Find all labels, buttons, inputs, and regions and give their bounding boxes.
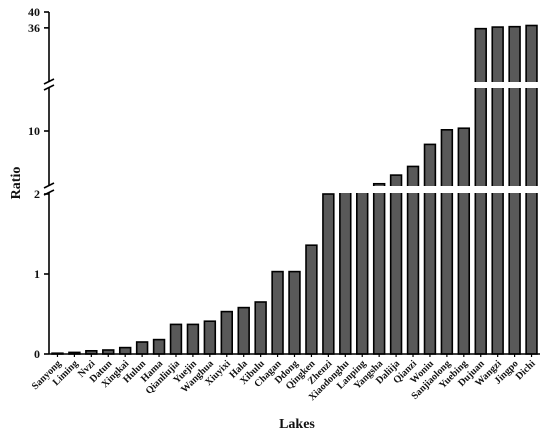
y-tick-label: 1 (34, 267, 40, 281)
bar-xibulu (254, 301, 267, 355)
y-axis-title: Ratio (9, 167, 24, 200)
bar-woniu (423, 143, 437, 355)
bar-zhenzi (322, 193, 335, 355)
bar-qingken (305, 244, 318, 355)
bar-wanghua (203, 320, 217, 355)
y-tick-label: 2 (34, 187, 40, 201)
axis-break-mark (43, 78, 55, 85)
bar-xiaodonghu (339, 190, 352, 355)
x-tick-label: Dichi (514, 358, 538, 382)
bar-hala (237, 306, 250, 355)
bar-lanping (356, 188, 369, 355)
bar-yuebing (457, 127, 471, 355)
y-tick-label: 10 (28, 124, 40, 138)
y-ticks-group: 0 1 2 10 36 40 (28, 5, 49, 361)
axis-break-mark (43, 182, 55, 189)
axis-break-gap (0, 186, 550, 193)
bar-yuejin (186, 323, 200, 355)
bar-qianzi (406, 165, 420, 355)
bar-chagan (271, 270, 284, 355)
bar-xingkai (118, 346, 132, 355)
bar-daliija (389, 174, 403, 355)
y-tick-label: 36 (28, 21, 40, 35)
x-axis-title: Lakes (279, 417, 315, 432)
y-tick-label: 0 (34, 347, 40, 361)
axis-break-mark (43, 84, 55, 91)
bar-hulun (135, 341, 149, 355)
x-ticks-group: SanyongLimingNvziDatunXingkaiHulunHamaQi… (30, 354, 538, 403)
bar-sanjiaolong (440, 129, 454, 355)
bar-yangsha (372, 182, 386, 355)
axis-break-gap (0, 82, 550, 88)
bar-hama (152, 338, 166, 355)
bar-ddong (288, 270, 301, 355)
bar-qianliujia (169, 323, 183, 355)
y-tick-label: 40 (28, 5, 40, 19)
bar-xiuyixi (220, 310, 234, 355)
